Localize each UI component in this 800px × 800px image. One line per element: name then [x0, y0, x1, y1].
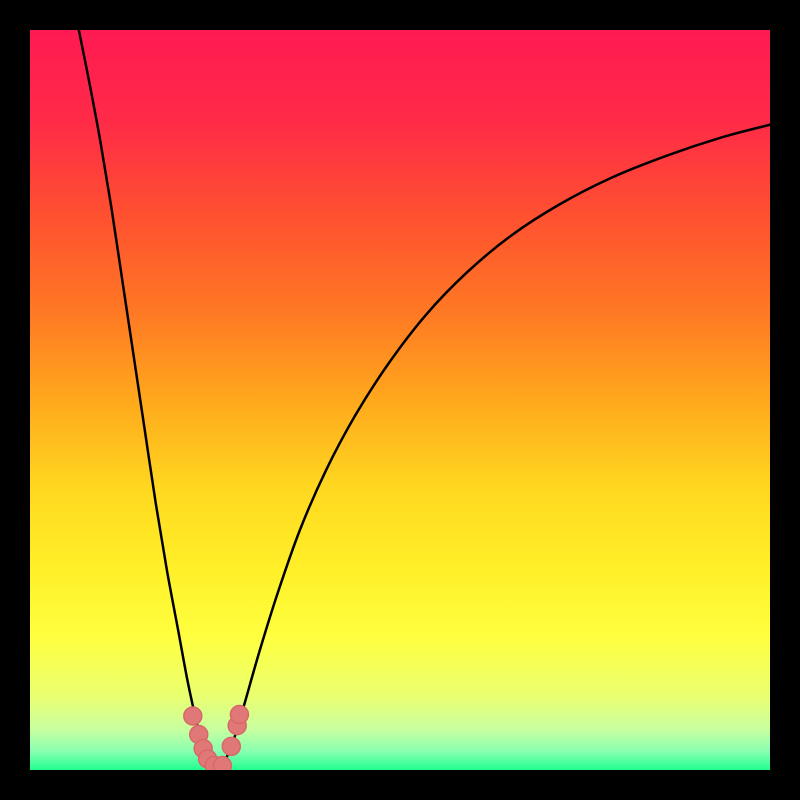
chart-container: TheBottleneck.com: [0, 0, 800, 800]
bottleneck-chart: [0, 0, 800, 800]
data-marker: [230, 706, 248, 724]
data-marker: [222, 737, 240, 755]
data-marker: [184, 707, 202, 725]
